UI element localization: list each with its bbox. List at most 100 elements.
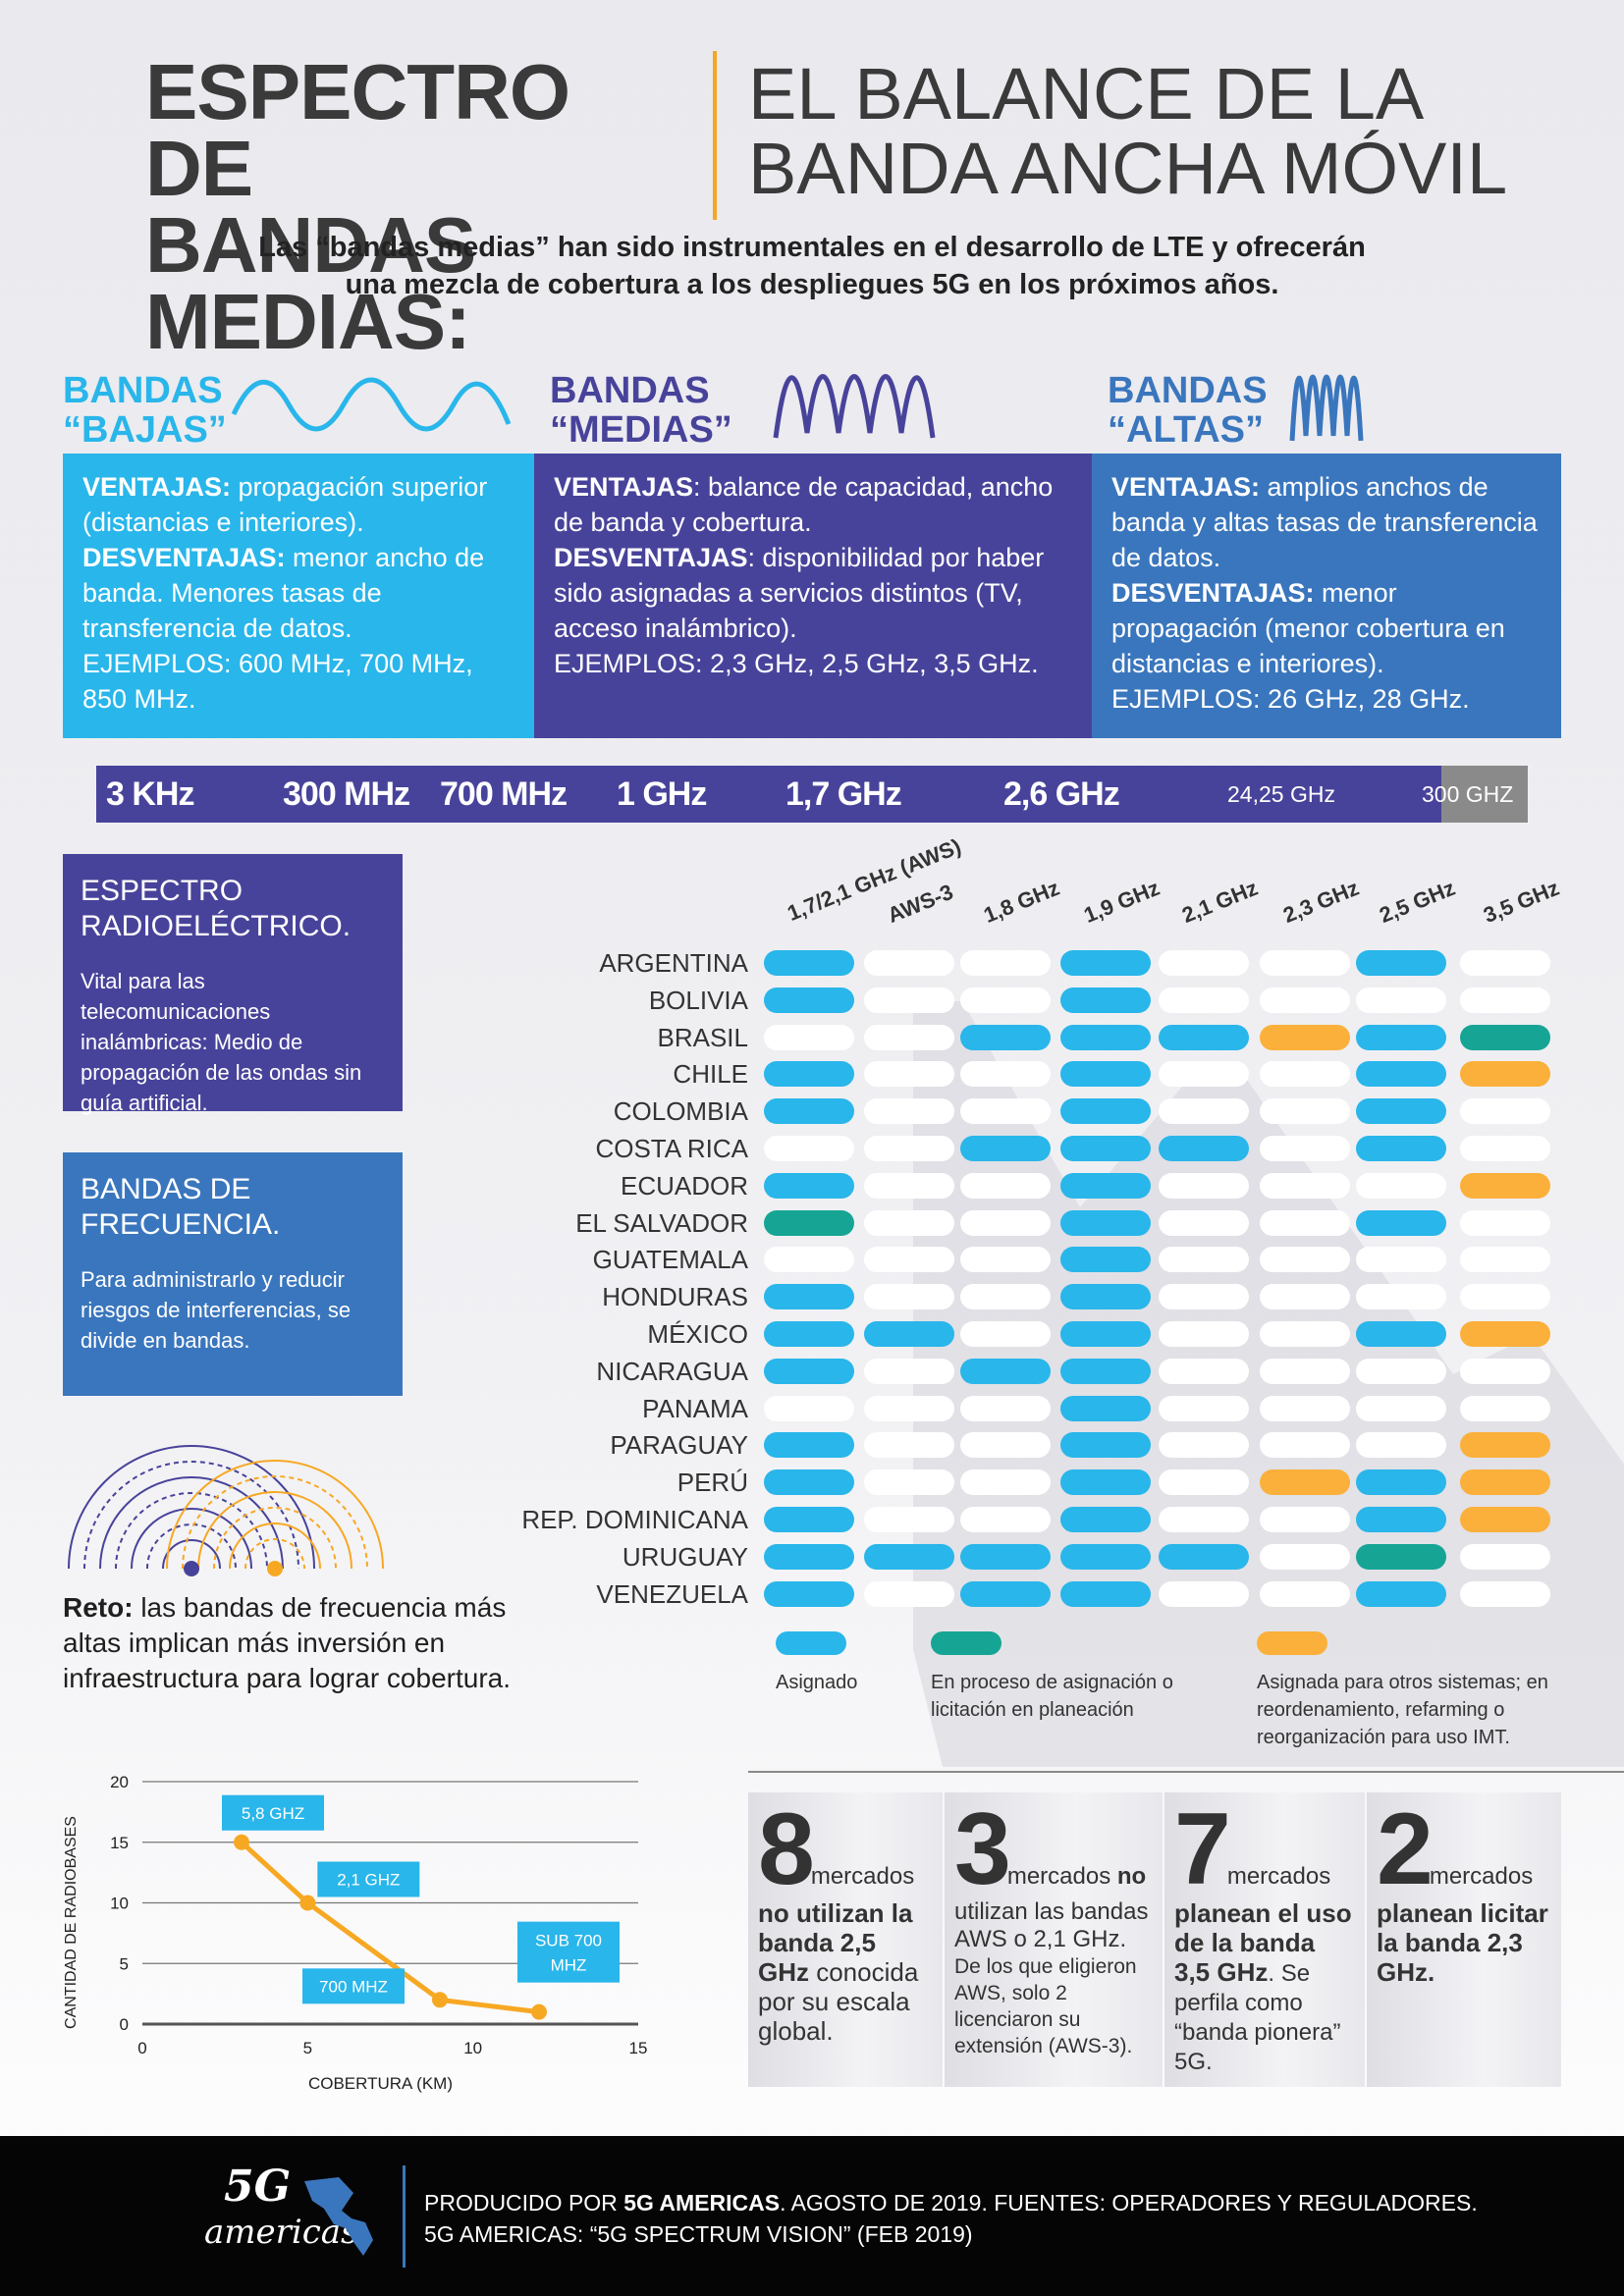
band-status-pill [864, 1543, 954, 1570]
data-label: 2,1 GHZ [337, 1871, 400, 1890]
band-status-pill [764, 987, 854, 1013]
band-status-pill [1159, 1543, 1249, 1570]
band-status-pill [1159, 1172, 1249, 1199]
band-status-pill [1060, 1284, 1151, 1310]
challenge-label: Reto: [63, 1592, 134, 1623]
band-status-pill [1460, 1358, 1550, 1384]
band-mid-examples: EJEMPLOS: 2,3 GHz, 2,5 GHz, 3,5 GHz. [554, 649, 1039, 678]
country-label: URUGUAY [622, 1541, 748, 1572]
band-mid-adv: VENTAJAS: balance de capacidad, ancho de… [554, 472, 1054, 537]
band-status-pill [1356, 1543, 1446, 1570]
band-status-pill [1460, 1172, 1550, 1199]
band-status-pill [1159, 1358, 1249, 1384]
y-tick-label: 10 [110, 1895, 129, 1913]
data-point [531, 2003, 547, 2020]
column-header: 1,8 GHz [980, 875, 1063, 929]
band-mid-title: BANDAS “MEDIAS” [550, 371, 732, 450]
band-status-pill [1356, 1321, 1446, 1347]
band-status-pill [960, 1321, 1051, 1347]
info-espectro: ESPECTRO RADIOELÉCTRICO. Vital para las … [63, 854, 403, 1115]
band-status-pill [960, 1247, 1051, 1273]
data-label-box [222, 1794, 324, 1831]
band-status-pill [1060, 1024, 1151, 1050]
band-status-pill [1460, 1580, 1550, 1607]
band-status-pill [1060, 1136, 1151, 1161]
stat-number: 7 [1174, 1792, 1231, 1906]
logo-5g: 5G [224, 2162, 292, 2212]
legend-process-text: En proceso de asignación o licitación en… [931, 1672, 1173, 1721]
band-high-adv: VENTAJAS: amplios anchos de banda y alta… [1111, 472, 1538, 572]
stat-number: 8 [758, 1792, 815, 1906]
band-status-pill [1356, 1580, 1446, 1607]
band-status-pill [864, 1172, 954, 1199]
band-status-pill [1356, 1098, 1446, 1125]
band-status-pill [1060, 1580, 1151, 1607]
band-status-pill [960, 1172, 1051, 1199]
band-status-pill [764, 1469, 854, 1496]
stats-divider [748, 1771, 1624, 1773]
band-high-title-2: “ALTAS” [1108, 409, 1265, 451]
band-status-pill [1460, 1321, 1550, 1347]
country-label: REP. DOMINICANA [521, 1505, 748, 1534]
coverage-arcs-icon [68, 1445, 384, 1576]
info-bandas: BANDAS DE FRECUENCIA. Para administrarlo… [63, 1152, 403, 1396]
band-status-pill [1260, 1247, 1350, 1273]
x-tick-label: 15 [629, 2039, 648, 2057]
stat-bold: planean licitar la banda 2,3 GHz. [1377, 1898, 1548, 1987]
band-status-pill [960, 1209, 1051, 1236]
band-status-pill [1260, 1172, 1350, 1199]
band-status-pill [1159, 1580, 1249, 1607]
band-status-pill [1356, 1507, 1446, 1532]
band-status-pill [864, 1580, 954, 1607]
series-line [240, 1840, 540, 2015]
data-label: 5,8 GHZ [242, 1804, 304, 1823]
band-status-pill [1060, 1098, 1151, 1125]
band-status-pill [1356, 1172, 1446, 1199]
band-high-box: VENTAJAS: amplios anchos de banda y alta… [1092, 454, 1561, 738]
band-status-pill [1159, 1507, 1249, 1532]
data-label: SUB 700 [535, 1932, 602, 1950]
band-status-pill [1460, 1247, 1550, 1273]
band-status-pill [1260, 1321, 1350, 1347]
band-low-box: VENTAJAS: propagación superior (distanci… [63, 454, 534, 738]
country-label: PANAMA [642, 1393, 748, 1423]
band-status-pill [1060, 1172, 1151, 1199]
subtitle: Las “bandas medias” han sido instrumenta… [118, 229, 1506, 303]
country-label: ECUADOR [620, 1170, 748, 1201]
band-status-pill [960, 1395, 1051, 1421]
column-header: 2,1 GHz [1178, 875, 1262, 929]
band-status-pill [764, 1507, 854, 1532]
band-status-pill [764, 1136, 854, 1161]
band-low-title-2: “BAJAS” [63, 409, 227, 451]
legend-swatch-process [931, 1631, 1001, 1655]
band-status-pill [1460, 1469, 1550, 1496]
scale-label: 2,6 GHz [1003, 775, 1120, 813]
band-status-pill [1260, 1543, 1350, 1570]
band-low-examples: EJEMPLOS: 600 MHz, 700 MHz, 850 MHz. [82, 649, 473, 714]
band-status-pill [1356, 1432, 1446, 1459]
band-status-pill [764, 1061, 854, 1088]
band-status-pill [764, 1543, 854, 1570]
band-status-pill [1060, 1543, 1151, 1570]
band-status-pill [1356, 1061, 1446, 1088]
band-status-pill [1060, 1469, 1151, 1496]
band-status-pill [764, 1024, 854, 1050]
country-label: MÉXICO [647, 1319, 748, 1349]
band-status-pill [960, 1469, 1051, 1496]
band-status-pill [764, 1172, 854, 1199]
band-status-pill [960, 1432, 1051, 1459]
title-left-line2: BANDAS MEDIAS: [145, 201, 476, 365]
band-mid-box: VENTAJAS: balance de capacidad, ancho de… [534, 454, 1092, 738]
band-status-pill [1356, 1395, 1446, 1421]
band-status-pill [1260, 1061, 1350, 1088]
band-status-pill [1356, 1284, 1446, 1310]
subtitle-line1: Las “bandas medias” han sido instrumenta… [258, 232, 1366, 263]
band-status-pill [864, 950, 954, 976]
band-status-pill [1060, 1507, 1151, 1532]
country-label: COSTA RICA [595, 1134, 748, 1163]
stat-number: 3 [954, 1792, 1011, 1906]
band-status-pill [1159, 1432, 1249, 1459]
band-status-pill [1460, 1395, 1550, 1421]
band-status-pill [1159, 1024, 1249, 1050]
band-status-pill [764, 1580, 854, 1607]
